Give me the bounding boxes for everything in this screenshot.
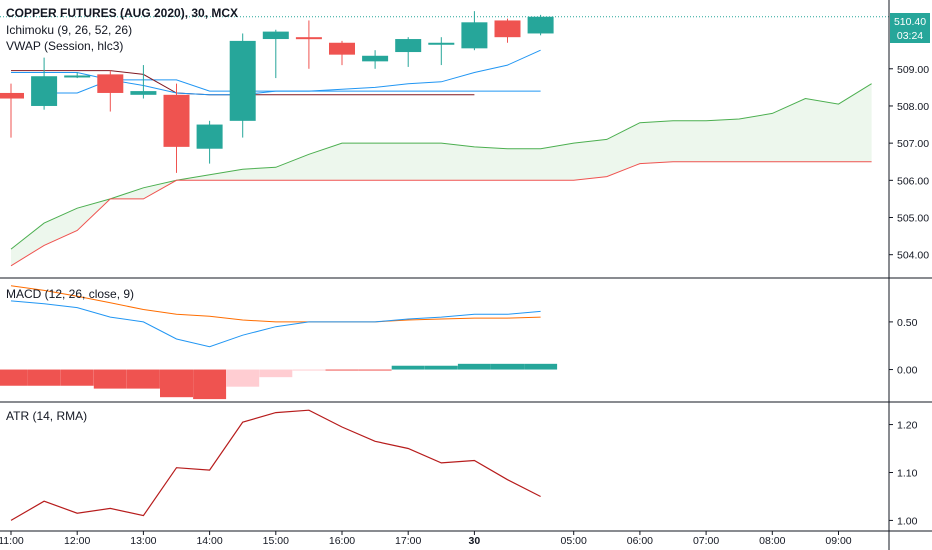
vwap-legend[interactable]: VWAP (Session, hlc3) [6, 39, 123, 53]
candle-body [163, 94, 190, 147]
candle-body [64, 75, 91, 78]
time-tick-label: 09:00 [825, 535, 851, 547]
last-price-tag [890, 13, 930, 29]
atr-tick-label: 1.00 [897, 515, 918, 527]
macd-histogram-bar [524, 363, 558, 370]
time-tick-label: 12:00 [64, 535, 90, 547]
time-tick-label: 16:00 [329, 535, 355, 547]
macd-pane [0, 285, 558, 400]
macd-histogram-bar [93, 369, 127, 389]
time-tick-label: 06:00 [627, 535, 653, 547]
atr-legend[interactable]: ATR (14, RMA) [6, 409, 87, 423]
last-price-label: 510.40 [894, 16, 926, 28]
atr-tick-label: 1.10 [897, 467, 918, 479]
ichimoku-cloud-layer [10, 83, 872, 267]
ichimoku-leading-span-a [10, 83, 872, 250]
candle-body [31, 76, 58, 106]
price-tick-label: 505.00 [897, 213, 929, 225]
macd-histogram-bar [0, 369, 28, 386]
candle-body [196, 124, 223, 149]
time-tick-label: 07:00 [693, 535, 719, 547]
atr-tick-label: 1.20 [897, 420, 918, 432]
time-tick-label: 30 [469, 535, 481, 547]
time-tick-label: 13:00 [130, 535, 156, 547]
macd-histogram-bar [292, 369, 326, 371]
candle-body [295, 37, 322, 40]
time-tick-label: 15:00 [263, 535, 289, 547]
candle-body [130, 91, 157, 95]
macd-histogram-bar [457, 363, 491, 370]
macd-tick-label: 0.00 [897, 365, 918, 377]
macd-histogram-bar [27, 369, 61, 386]
time-tick-label: 08:00 [759, 535, 785, 547]
candle-body [0, 92, 24, 99]
macd-histogram-bar [391, 365, 425, 370]
macd-histogram-bar [126, 369, 160, 389]
ichimoku-cloud-fill [11, 83, 872, 266]
time-tick-label: 11:00 [0, 535, 24, 547]
macd-histogram-bar [259, 369, 293, 378]
ichimoku-leading-span-b [10, 161, 872, 267]
candle-body [362, 55, 389, 62]
candle-body [262, 31, 289, 40]
candle-body [329, 42, 355, 55]
candle-body [229, 40, 256, 121]
macd-signal-line [10, 285, 541, 323]
macd-histogram-bar [226, 369, 260, 387]
bar-countdown-tag [890, 28, 930, 43]
time-tick-label: 05:00 [561, 535, 587, 547]
candles-layer [0, 11, 554, 173]
time-tick-label: 17:00 [395, 535, 421, 547]
price-tick-label: 507.00 [897, 138, 929, 150]
price-tick-label: 508.00 [897, 101, 929, 113]
candle-body [527, 16, 554, 34]
macd-histogram-bar [160, 369, 193, 398]
atr-line [10, 409, 541, 521]
time-tick-label: 14:00 [196, 535, 222, 547]
macd-tick-label: 0.50 [897, 317, 918, 329]
macd-histogram-bar [358, 369, 392, 371]
macd-histogram-bar [60, 369, 94, 386]
candle-body [395, 39, 422, 53]
price-tick-label: 509.00 [897, 64, 929, 76]
candle-body [461, 22, 488, 49]
candle-body [428, 42, 455, 45]
macd-legend[interactable]: MACD (12, 26, close, 9) [6, 287, 134, 301]
atr-pane [10, 409, 541, 521]
candle-body [494, 20, 521, 38]
symbol-title[interactable]: COPPER FUTURES (AUG 2020), 30, MCX [6, 6, 238, 20]
macd-histogram-bar [325, 369, 359, 371]
ichimoku-legend[interactable]: Ichimoku (9, 26, 52, 26) [6, 23, 132, 37]
price-tick-label: 506.00 [897, 175, 929, 187]
macd-histogram-bar [491, 363, 524, 370]
price-tick-label: 504.00 [897, 250, 929, 262]
candle-body [97, 74, 124, 93]
macd-line [10, 300, 541, 348]
macd-histogram-bar [424, 365, 458, 370]
bar-countdown-label: 03:24 [897, 30, 923, 42]
macd-histogram-bar [193, 369, 227, 400]
